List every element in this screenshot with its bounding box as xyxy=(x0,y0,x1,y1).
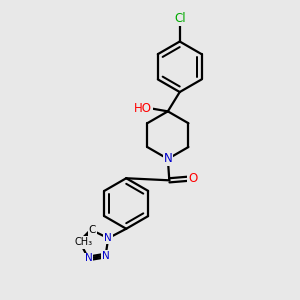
Text: HO: HO xyxy=(134,102,152,115)
Text: N: N xyxy=(164,152,172,165)
Text: N: N xyxy=(76,238,84,248)
Text: N: N xyxy=(104,233,112,243)
Text: C: C xyxy=(89,226,96,236)
Text: N: N xyxy=(102,250,110,260)
Text: O: O xyxy=(188,172,197,185)
Text: CH₃: CH₃ xyxy=(74,237,93,247)
Text: Cl: Cl xyxy=(174,12,185,25)
Text: N: N xyxy=(85,254,92,263)
